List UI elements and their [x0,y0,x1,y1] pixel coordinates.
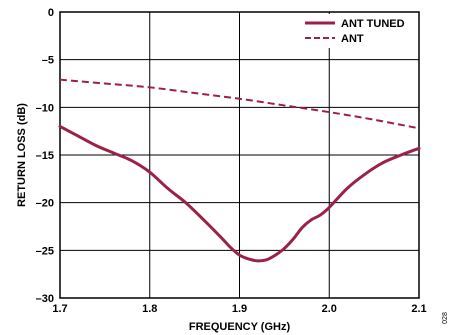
legend-label-ant: ANT [341,33,364,45]
x-tick-label: 2.0 [322,303,337,315]
y-tick-label: –30 [36,293,54,305]
legend: ANT TUNED ANT [297,14,417,48]
x-tick-label: 2.1 [411,303,426,315]
y-tick-label: –10 [36,102,54,114]
y-axis-title: RETURN LOSS (dB) [16,103,28,207]
x-tick-label: 1.9 [232,303,247,315]
y-tick-labels: 0 –5 –10 –15 –20 –25 –30 [36,7,54,305]
y-tick-label: –5 [42,55,54,67]
y-tick-label: 0 [48,7,54,19]
y-tick-label: –15 [36,150,54,162]
x-tick-label: 1.8 [142,303,157,315]
x-axis-title: FREQUENCY (GHz) [189,321,291,333]
x-tick-labels: 1.7 1.8 1.9 2.0 2.1 [52,303,426,315]
figure-id: 028 [442,312,449,324]
y-tick-label: –20 [36,198,54,210]
legend-label-ant-tuned: ANT TUNED [341,18,405,30]
x-tick-label: 1.7 [52,303,67,315]
y-tick-label: –25 [36,245,54,257]
